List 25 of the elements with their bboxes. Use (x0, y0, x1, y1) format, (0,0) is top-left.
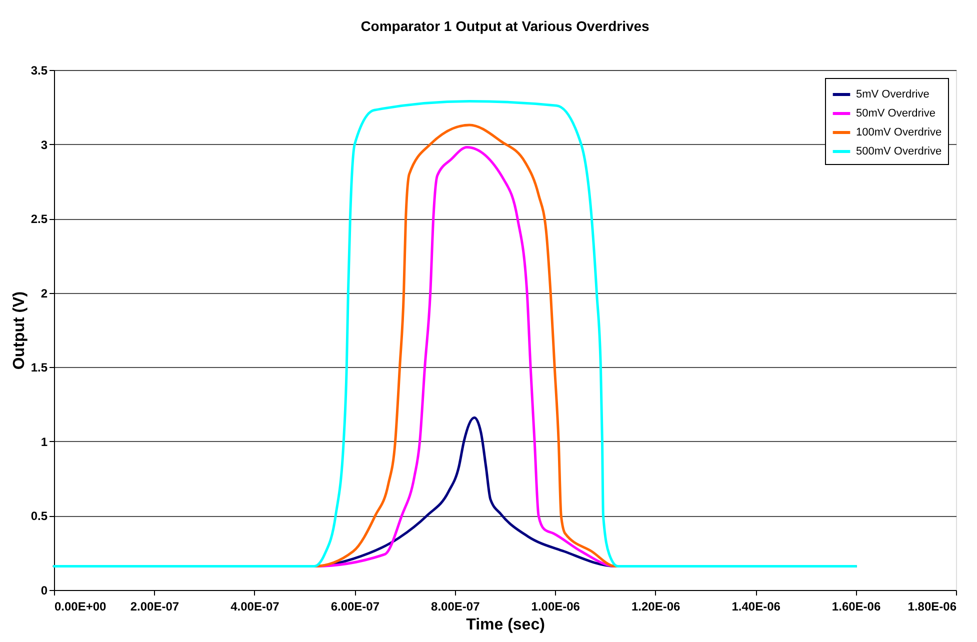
legend-label: 5mV Overdrive (856, 88, 930, 100)
x-tick-label: 8.00E-07 (431, 600, 480, 614)
y-tick-label: 3 (40, 138, 48, 152)
y-tick-label: 2.5 (30, 212, 48, 226)
legend-label: 100mV Overdrive (856, 126, 942, 138)
y-tick-label: 0 (40, 584, 48, 598)
legend-label: 500mV Overdrive (856, 146, 942, 158)
x-tick-label: 2.00E-07 (130, 600, 180, 614)
chart-title: Comparator 1 Output at Various Overdrives (360, 18, 650, 34)
x-tick-label: 1.40E-06 (732, 600, 781, 614)
x-tick-label: 1.60E-06 (832, 600, 881, 614)
y-tick-label: 2 (40, 286, 48, 300)
x-tick-label: 1.00E-06 (531, 600, 580, 614)
x-tick-label: 0.00E+00 (54, 600, 107, 614)
y-tick-label: 1 (40, 434, 48, 449)
x-tick-label: 1.20E-06 (631, 600, 681, 614)
x-tick-label: 6.00E-07 (330, 600, 380, 614)
legend-label: 50mV Overdrive (856, 108, 936, 120)
x-tick-label: 1.80E-06 (908, 600, 957, 614)
y-tick-label: 3.5 (30, 64, 48, 78)
y-tick-label: 0.5 (30, 509, 48, 524)
x-tick-label: 4.00E-07 (230, 600, 280, 614)
y-tick-label: 1.5 (30, 360, 48, 375)
y-axis-title: Output (V) (10, 291, 28, 370)
x-axis-title: Time (sec) (466, 616, 545, 634)
